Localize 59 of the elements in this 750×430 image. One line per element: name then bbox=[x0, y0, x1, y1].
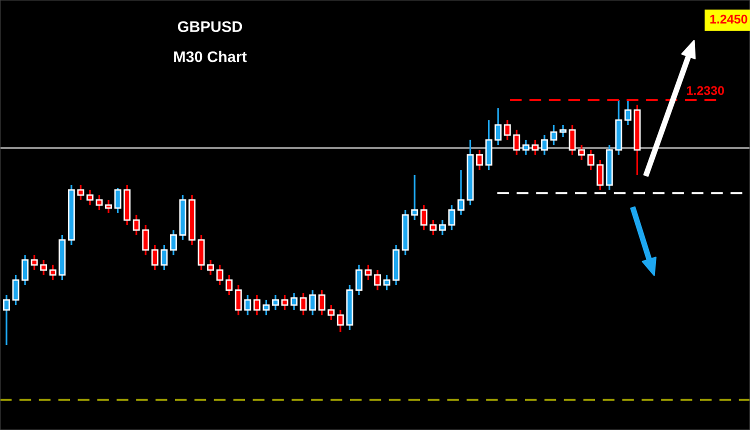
candlestick bbox=[438, 219, 446, 236]
candlestick bbox=[234, 284, 242, 316]
candlestick bbox=[40, 259, 48, 276]
candlestick bbox=[309, 289, 316, 316]
candlestick bbox=[290, 292, 298, 311]
candlestick bbox=[560, 124, 566, 138]
candlestick bbox=[578, 144, 586, 161]
candlestick bbox=[22, 254, 29, 286]
candlestick bbox=[300, 292, 307, 316]
chart-subtitle: M30 Chart bbox=[174, 50, 247, 62]
candlestick bbox=[364, 264, 372, 281]
candlestick bbox=[504, 119, 511, 141]
candlestick bbox=[596, 159, 604, 191]
candlestick bbox=[49, 264, 56, 281]
chart-title: GBPUSD bbox=[178, 21, 242, 32]
candlestick bbox=[513, 129, 520, 156]
candlestick bbox=[568, 124, 576, 156]
candlestick bbox=[420, 204, 428, 231]
candlestick bbox=[216, 264, 224, 286]
candlestick bbox=[458, 169, 464, 216]
candlestick bbox=[142, 224, 150, 256]
candlestick bbox=[532, 139, 539, 156]
candlestick bbox=[30, 254, 38, 271]
candlestick bbox=[328, 304, 335, 321]
candlestick bbox=[114, 187, 122, 214]
candlestick bbox=[550, 124, 558, 146]
candlestick bbox=[77, 184, 84, 201]
candlestick bbox=[272, 294, 279, 311]
candlestick bbox=[411, 174, 418, 221]
candlestick bbox=[336, 309, 344, 333]
candlestick bbox=[105, 199, 112, 214]
candlestick bbox=[226, 274, 233, 296]
candlestick bbox=[170, 229, 177, 256]
candlestick bbox=[244, 294, 252, 316]
candlestick bbox=[160, 244, 168, 271]
candlestick bbox=[383, 274, 390, 291]
candlestick bbox=[374, 269, 381, 291]
candlestick bbox=[262, 299, 270, 316]
candlestick bbox=[86, 189, 94, 206]
candlestick bbox=[281, 294, 288, 311]
candlestick bbox=[355, 264, 362, 296]
candlestick bbox=[448, 204, 456, 231]
candlestick bbox=[207, 259, 214, 276]
candlestick bbox=[96, 194, 103, 211]
candlestick bbox=[3, 294, 10, 346]
candlestick bbox=[430, 219, 437, 236]
candlestick bbox=[522, 139, 530, 156]
candlestick bbox=[253, 294, 260, 316]
candlestick bbox=[540, 134, 548, 156]
candlestick bbox=[494, 107, 502, 146]
text: 1.2450 bbox=[710, 14, 748, 24]
candlestick bbox=[587, 149, 594, 171]
text: 1.2330 bbox=[687, 86, 724, 95]
candlestick bbox=[318, 289, 326, 316]
candlestick bbox=[132, 214, 140, 236]
candlestick bbox=[624, 99, 632, 126]
candlestick bbox=[151, 244, 158, 271]
candlestick bbox=[476, 149, 484, 171]
candlestick bbox=[12, 274, 20, 306]
